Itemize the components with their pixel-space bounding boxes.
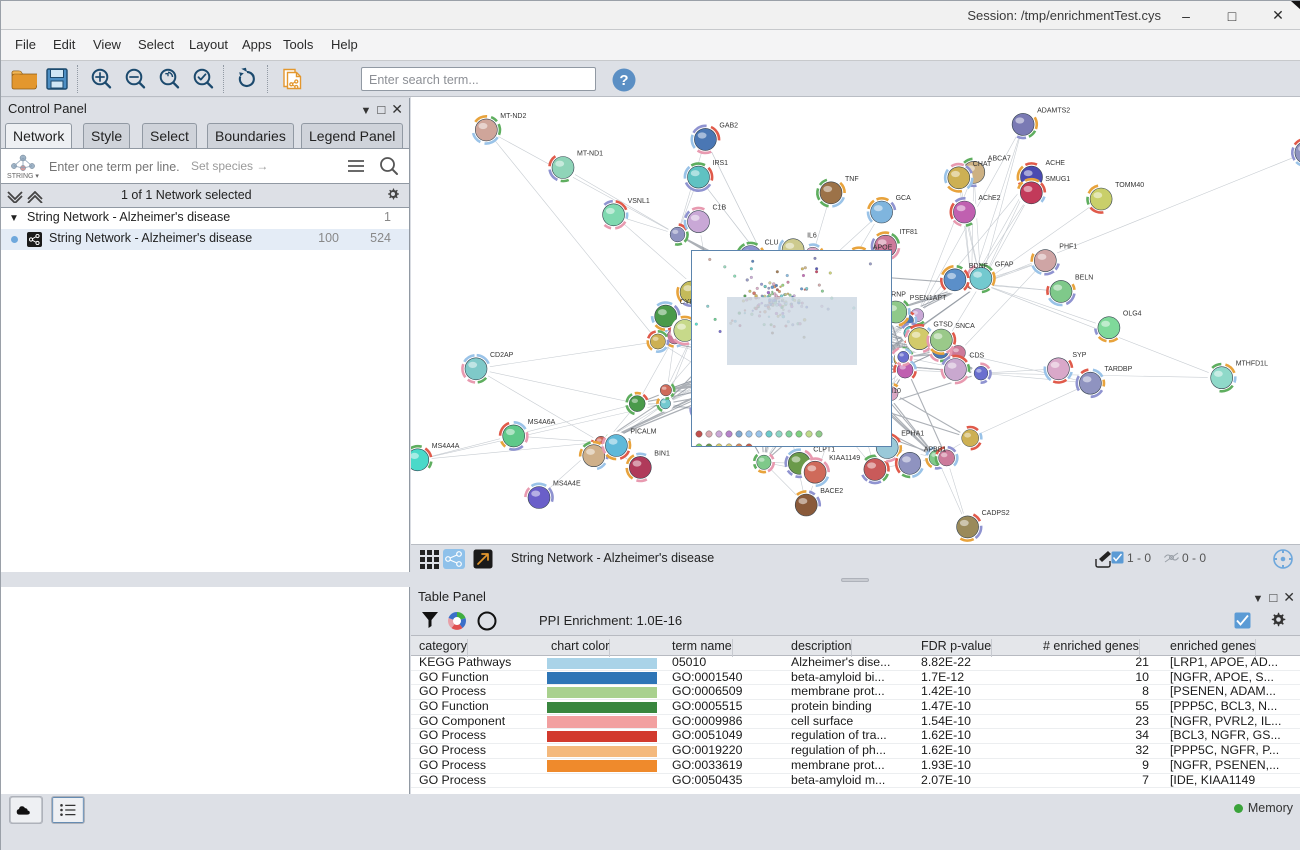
svg-text:CLPT1: CLPT1 — [813, 446, 835, 453]
svg-text:CHAT: CHAT — [973, 161, 992, 168]
svg-text:C1B: C1B — [713, 205, 727, 212]
svg-text:PICALM: PICALM — [630, 429, 656, 436]
svg-text:BACE2: BACE2 — [820, 488, 843, 495]
svg-text:MS4A4A: MS4A4A — [432, 443, 460, 450]
svg-text:IRS1: IRS1 — [713, 160, 729, 167]
svg-text:MS4A6A: MS4A6A — [528, 419, 556, 426]
svg-text:BIN1: BIN1 — [654, 450, 670, 457]
svg-text:CDS: CDS — [969, 353, 984, 360]
svg-text:CLU: CLU — [765, 240, 779, 247]
svg-text:BDNF: BDNF — [969, 263, 988, 270]
svg-text:SMUG1: SMUG1 — [1045, 176, 1070, 183]
svg-text:APBB1: APBB1 — [924, 446, 947, 453]
svg-text:MT-ND1: MT-ND1 — [577, 151, 603, 158]
svg-text:TOMM40: TOMM40 — [1115, 182, 1144, 189]
svg-text:ITF81: ITF81 — [900, 229, 918, 236]
svg-text:CADPS2: CADPS2 — [982, 510, 1010, 517]
svg-text:ACHE: ACHE — [1046, 160, 1066, 167]
svg-text:GFAP: GFAP — [995, 261, 1014, 268]
svg-text:PSEN1APT: PSEN1APT — [910, 295, 947, 302]
svg-text:MS4A4E: MS4A4E — [553, 481, 581, 488]
svg-text:AChE2: AChE2 — [978, 195, 1000, 202]
svg-text:TNF: TNF — [845, 176, 859, 183]
svg-text:CD2AP: CD2AP — [490, 352, 514, 359]
svg-text:IL6: IL6 — [807, 233, 817, 240]
svg-text:VSNL1: VSNL1 — [628, 198, 650, 205]
svg-text:ADAMTS2: ADAMTS2 — [1037, 107, 1070, 114]
svg-text:PHF1: PHF1 — [1059, 244, 1077, 251]
svg-text:MTHFD1L: MTHFD1L — [1236, 361, 1268, 368]
svg-text:?: ? — [619, 72, 628, 89]
svg-text:MT-ND2: MT-ND2 — [500, 113, 526, 120]
svg-text:OLG4: OLG4 — [1123, 311, 1142, 318]
svg-text:GAB2: GAB2 — [719, 122, 738, 129]
svg-text:SYP: SYP — [1072, 352, 1086, 359]
svg-text:KIAA1149: KIAA1149 — [829, 455, 860, 462]
svg-text:GCA: GCA — [896, 195, 912, 202]
svg-text:TARDBP: TARDBP — [1104, 366, 1132, 373]
svg-text:EPHA1: EPHA1 — [901, 431, 924, 438]
svg-text:SNCA: SNCA — [955, 323, 975, 330]
svg-text:BELN: BELN — [1075, 274, 1093, 281]
